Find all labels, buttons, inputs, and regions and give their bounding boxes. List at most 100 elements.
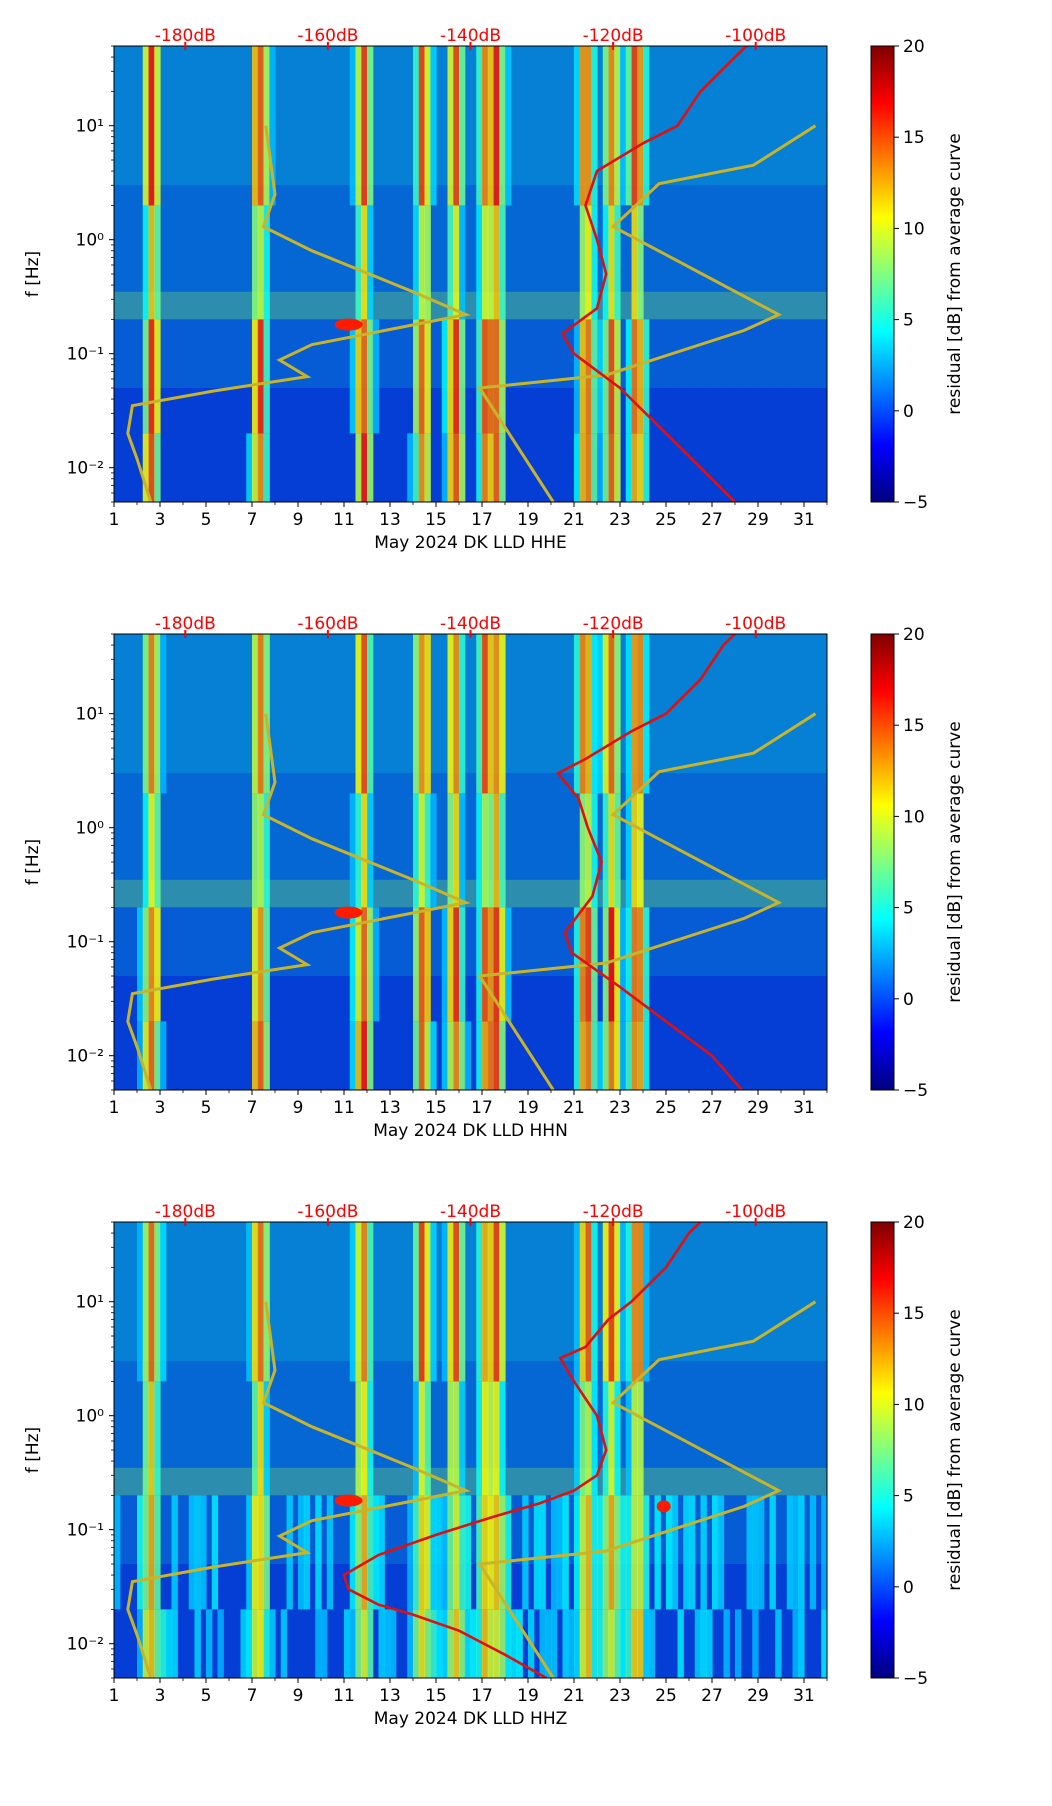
streak <box>194 1609 201 1678</box>
streak <box>114 1495 121 1610</box>
streak <box>355 1495 362 1610</box>
streak <box>355 1021 362 1090</box>
colorbar-tick-label: 0 <box>903 1578 914 1598</box>
streak <box>188 1495 196 1610</box>
x-tick-label: 31 <box>793 510 815 530</box>
streak <box>418 634 426 794</box>
streak <box>643 319 650 434</box>
streak <box>355 1381 362 1496</box>
streak <box>579 1021 587 1090</box>
x-tick-label: 21 <box>563 510 585 530</box>
streak <box>476 1381 483 1496</box>
streak <box>625 319 633 434</box>
streak <box>637 1222 644 1382</box>
x-tick-label: 11 <box>333 1686 355 1706</box>
streak <box>585 433 592 502</box>
streak <box>447 1021 454 1090</box>
x-tick-label: 31 <box>793 1098 815 1118</box>
streak <box>608 634 615 794</box>
streak <box>637 1021 644 1090</box>
streak <box>252 634 259 794</box>
streak <box>367 319 374 434</box>
streak <box>499 907 506 1022</box>
streak <box>390 1609 397 1678</box>
streak <box>142 46 150 206</box>
streak <box>620 1021 627 1090</box>
streak <box>263 319 270 434</box>
streak <box>556 1495 564 1610</box>
streak <box>326 1495 334 1610</box>
streak <box>246 1609 253 1678</box>
streak <box>257 1381 265 1496</box>
streak <box>614 433 621 502</box>
top-db-label: -140dB <box>440 614 501 634</box>
streak <box>614 1381 621 1496</box>
x-tick-label: 25 <box>655 1686 677 1706</box>
streak <box>154 907 161 1022</box>
colorbar-gradient <box>870 633 895 1091</box>
streak <box>631 1021 638 1090</box>
streak <box>154 1381 161 1496</box>
top-db-label: -120dB <box>583 614 644 634</box>
median-curve <box>342 1222 702 1678</box>
streak <box>453 793 460 908</box>
top-db-label: -120dB <box>583 1202 644 1222</box>
x-tick-label: 15 <box>425 1686 447 1706</box>
top-db-label: -160dB <box>297 614 358 634</box>
streak <box>154 433 161 502</box>
x-tick-label: 17 <box>471 510 493 530</box>
colorbar: −5 0 5 10 15 20 residual [dB] from average cur… <box>870 625 965 1101</box>
streak <box>643 634 650 794</box>
x-tick-label: 15 <box>425 1098 447 1118</box>
colorbar-tick-label: 5 <box>903 1487 914 1507</box>
top-db-label: -180dB <box>155 1202 216 1222</box>
streak <box>614 1222 621 1382</box>
streak <box>798 1495 805 1610</box>
streak <box>137 1495 144 1610</box>
streak <box>505 907 512 1022</box>
streak <box>637 433 644 502</box>
streak <box>579 1381 587 1496</box>
microseism-patch <box>334 906 363 919</box>
x-tick-label: 5 <box>201 1686 212 1706</box>
streak <box>487 1609 495 1678</box>
streak <box>142 1381 150 1496</box>
streak <box>418 1021 426 1090</box>
streak <box>257 634 265 794</box>
x-tick-label: 3 <box>155 1098 166 1118</box>
streak <box>579 793 587 908</box>
streak <box>625 634 633 794</box>
y-tick-label: 10⁻¹ <box>67 345 104 365</box>
streak <box>470 1609 477 1678</box>
x-axis-label: May 2024 DK LLD HHZ <box>374 1709 568 1729</box>
streak <box>643 1222 650 1382</box>
band-2 <box>114 1467 827 1496</box>
streak <box>775 1609 782 1678</box>
streak <box>706 1609 713 1678</box>
streak <box>539 1609 546 1678</box>
streak <box>631 907 638 1022</box>
streak <box>625 1495 633 1610</box>
x-tick-label: 27 <box>701 1686 723 1706</box>
colorbar-tick-label: 20 <box>903 1213 925 1233</box>
streak <box>280 1609 288 1678</box>
top-db-label: -100dB <box>725 1202 786 1222</box>
streak <box>459 433 466 502</box>
streak <box>367 793 374 908</box>
streak <box>194 1495 201 1610</box>
streak <box>712 1495 719 1610</box>
streak <box>407 433 414 502</box>
x-tick-label: 1 <box>109 1686 120 1706</box>
streak <box>367 1222 374 1382</box>
streak <box>608 433 615 502</box>
streak <box>148 1609 155 1678</box>
x-tick-label: 21 <box>563 1686 585 1706</box>
streak <box>631 1381 638 1496</box>
streak <box>355 46 362 206</box>
streak <box>464 1021 472 1090</box>
streak <box>499 1609 506 1678</box>
streak <box>355 1222 362 1382</box>
streak <box>579 46 587 206</box>
